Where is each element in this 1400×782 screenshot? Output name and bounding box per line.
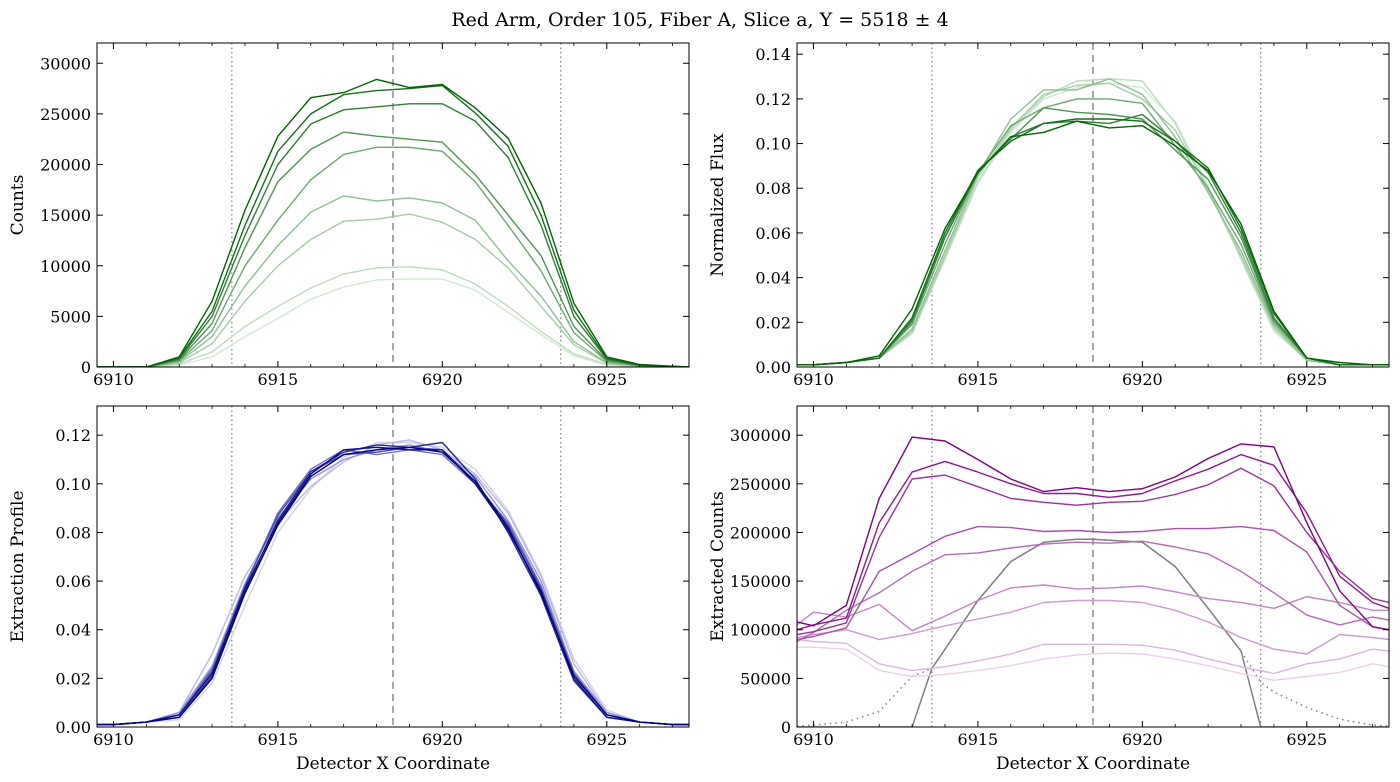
y-tick-label: 0.14: [755, 45, 791, 64]
series-line-6: [797, 584, 1389, 632]
x-tick-label: 6920: [422, 730, 463, 749]
y-tick-label: 0: [781, 718, 791, 737]
plot-area: [797, 78, 1389, 366]
y-tick-label: 0.06: [55, 572, 91, 591]
series-line-9: [797, 646, 1389, 681]
plot-area: [97, 439, 689, 726]
panel-normalized-flux: 6910 6915 6920 6925 0.00 0.02 0.04 0.06 0.08 0.10…: [708, 42, 1390, 389]
x-tick-label: 6915: [258, 370, 299, 389]
axes-frame: [96, 42, 690, 368]
series-line-1: [97, 78, 689, 367]
y-tick-label: 0.12: [755, 90, 791, 109]
y-tick-label: 0.00: [755, 358, 791, 377]
series-line-3: [797, 467, 1389, 636]
series-line-3: [97, 103, 689, 367]
y-tick-label: 20000: [40, 156, 91, 175]
x-tick-label: 6920: [1122, 730, 1163, 749]
series-line-7: [797, 599, 1389, 655]
series-line-1: [797, 120, 1389, 366]
y-tick-label: 10000: [40, 257, 91, 276]
panel-extraction-profile: 6910 6915 6920 6925 0.00 0.02 0.04 0.06 0.08 0.10…: [8, 405, 690, 774]
y-tick-label: 0.10: [755, 135, 791, 154]
plot-area: [97, 78, 689, 367]
y-tick-label: 15000: [40, 206, 91, 225]
series-line-4: [797, 525, 1389, 641]
axes-frame: [96, 405, 690, 728]
x-tick-label: 6910: [93, 730, 134, 749]
y-tick-label: 0.00: [55, 718, 91, 737]
y-tick-label: 250000: [730, 475, 791, 494]
y-tick-label: 200000: [730, 523, 791, 542]
series-line-7: [97, 213, 689, 367]
series-line-6: [97, 444, 689, 726]
y-axis-label: Extraction Profile: [8, 490, 28, 642]
y-tick-label: 30000: [40, 54, 91, 73]
x-tick-label: 6915: [958, 730, 999, 749]
y-tick-label: 5000: [50, 307, 91, 326]
series-line-1: [797, 436, 1389, 631]
axes-frame: [796, 42, 1390, 368]
y-tick-label: 0.08: [755, 179, 791, 198]
y-tick-label: 0.06: [755, 224, 791, 243]
x-tick-label: 6925: [586, 730, 627, 749]
y-tick-label: 0.12: [55, 426, 91, 445]
y-tick-label: 0: [81, 358, 91, 377]
axes-frame: [796, 405, 1390, 728]
y-tick-label: 0.08: [55, 523, 91, 542]
series-line-5: [97, 146, 689, 367]
figure-title: Red Arm, Order 105, Fiber A, Slice a, Y …: [451, 9, 949, 31]
series-line-8: [97, 266, 689, 367]
x-tick-label: 6925: [1286, 370, 1327, 389]
y-tick-label: 0.02: [55, 669, 91, 688]
panel-extracted-counts: 6910 6915 6920 6925 0 50000 100000 150000 200000…: [708, 405, 1390, 774]
y-axis-label: Counts: [8, 175, 28, 236]
model-profile-line: [797, 538, 1389, 727]
y-tick-label: 0.04: [55, 621, 91, 640]
x-axis-label: Detector X Coordinate: [996, 754, 1190, 774]
y-tick-label: 25000: [40, 105, 91, 124]
y-tick-label: 300000: [730, 426, 791, 445]
x-tick-label: 6925: [1286, 730, 1327, 749]
x-tick-label: 6915: [958, 370, 999, 389]
y-tick-label: 150000: [730, 572, 791, 591]
series-line-2: [97, 84, 689, 367]
series-line-9: [97, 278, 689, 367]
y-tick-label: 50000: [740, 669, 791, 688]
y-tick-label: 100000: [730, 621, 791, 640]
x-tick-label: 6920: [422, 370, 463, 389]
x-tick-label: 6925: [586, 370, 627, 389]
y-axis-label: Extracted Counts: [708, 491, 728, 642]
series-line-8: [797, 638, 1389, 675]
series-line-4: [97, 131, 689, 367]
x-axis-label: Detector X Coordinate: [296, 754, 490, 774]
x-tick-label: 6910: [793, 370, 834, 389]
y-tick-label: 0.10: [55, 475, 91, 494]
y-tick-label: 0.04: [755, 269, 791, 288]
series-line-7: [97, 439, 689, 726]
series-line-6: [97, 195, 689, 367]
series-line-1: [97, 446, 689, 726]
x-tick-label: 6910: [793, 730, 834, 749]
x-tick-label: 6915: [258, 730, 299, 749]
x-tick-label: 6910: [93, 370, 134, 389]
series-line-5: [797, 540, 1389, 643]
y-axis-label: Normalized Flux: [708, 133, 728, 277]
panel-counts: 6910 6915 6920 6925 0 5000 10000 15000 20000 2500…: [8, 42, 690, 389]
y-tick-label: 0.02: [755, 313, 791, 332]
plot-area: [797, 436, 1389, 727]
series-line-2: [797, 453, 1389, 631]
x-tick-label: 6920: [1122, 370, 1163, 389]
